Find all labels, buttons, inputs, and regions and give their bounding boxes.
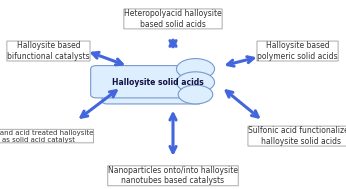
Text: Sulfonic acid functionalized
halloysite solid acids: Sulfonic acid functionalized halloysite …	[248, 126, 346, 146]
Circle shape	[178, 85, 213, 104]
Text: Halloysite based
polymeric solid acids: Halloysite based polymeric solid acids	[257, 41, 338, 61]
Text: Halloysite solid acids: Halloysite solid acids	[111, 78, 203, 87]
Circle shape	[176, 59, 215, 79]
FancyBboxPatch shape	[102, 76, 202, 104]
Text: Nanoparticles onto/into halloysite
nanotubes based catalysts: Nanoparticles onto/into halloysite nanot…	[108, 166, 238, 185]
FancyBboxPatch shape	[91, 66, 200, 98]
Text: Halloysite based
bifunctional catalysts: Halloysite based bifunctional catalysts	[7, 41, 90, 61]
Text: Heteropolyacid halloysite
based solid acids: Heteropolyacid halloysite based solid ac…	[124, 9, 222, 29]
Circle shape	[176, 72, 215, 93]
Text: Raw and acid treated halloysite
as solid acid catalyst: Raw and acid treated halloysite as solid…	[0, 130, 93, 143]
